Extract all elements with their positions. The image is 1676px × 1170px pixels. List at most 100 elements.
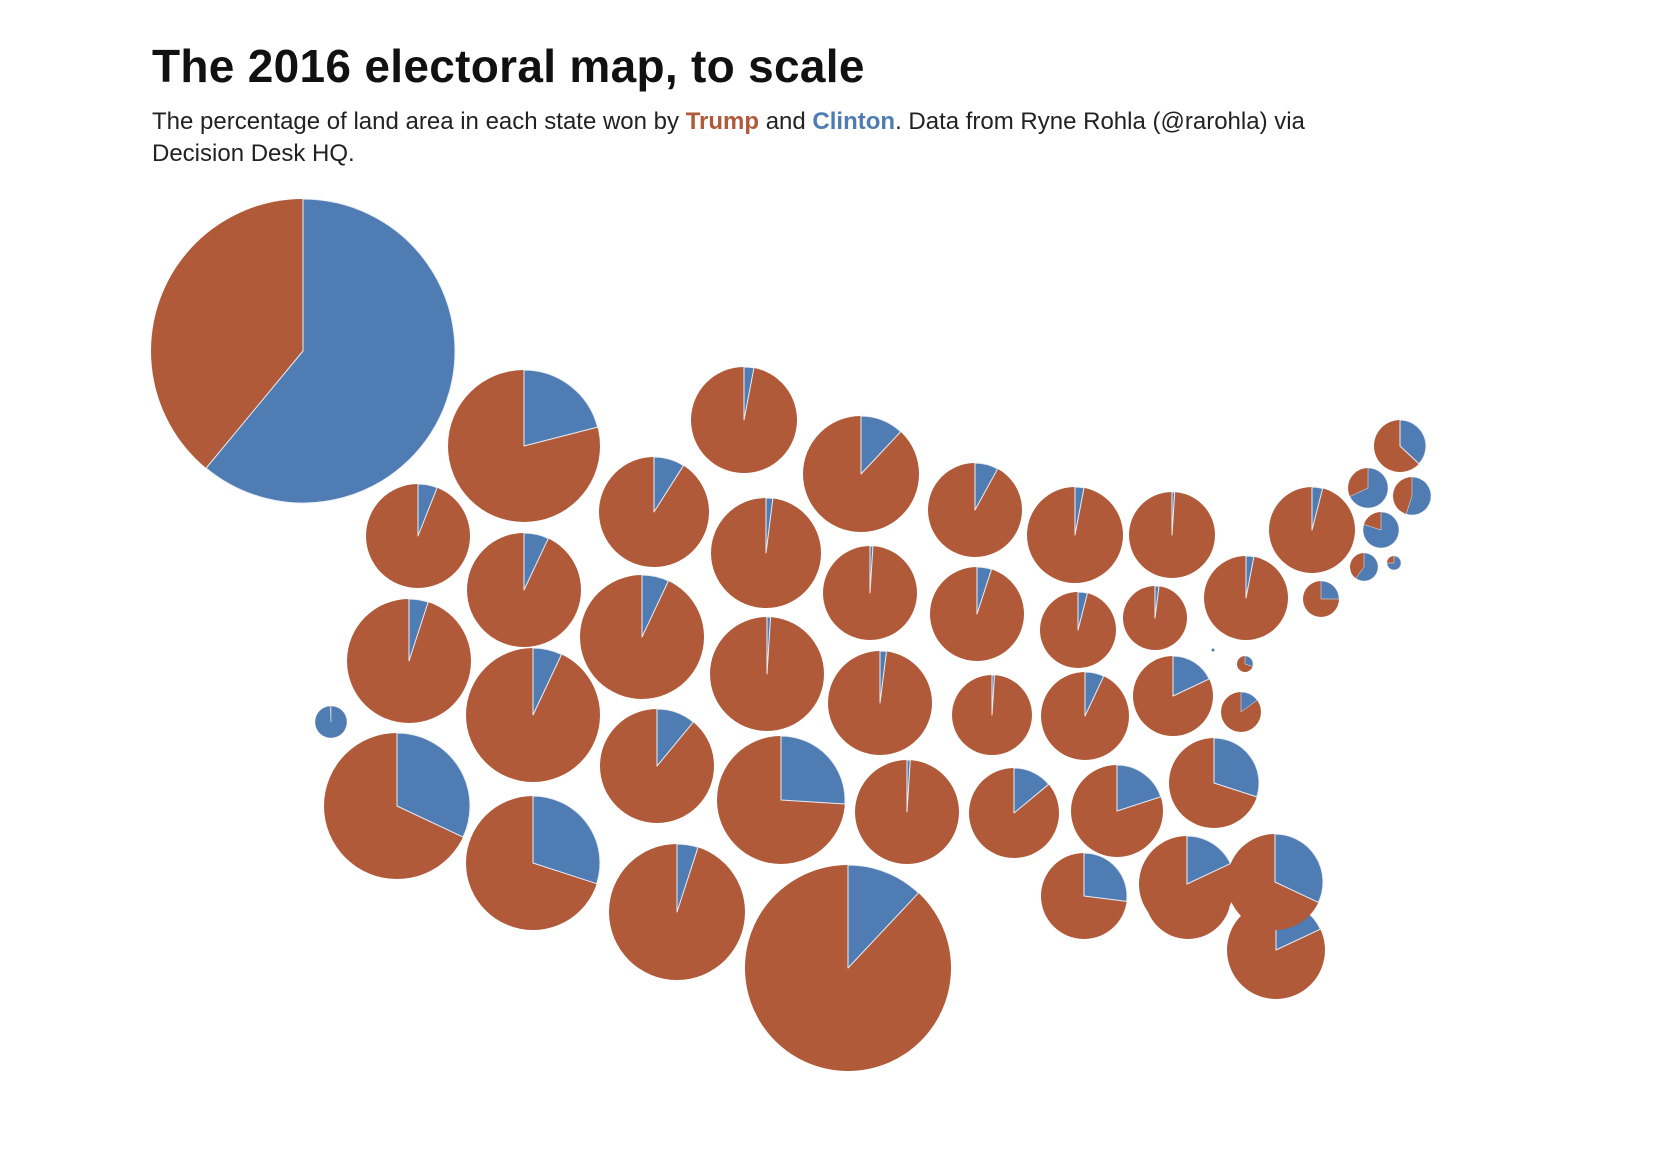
clinton-slice xyxy=(1240,691,1258,713)
clinton-slice xyxy=(1211,648,1215,652)
clinton-slice xyxy=(523,369,599,447)
pie-utah xyxy=(466,795,601,930)
clinton-slice xyxy=(765,497,774,554)
pie-south-carolina xyxy=(1139,835,1235,932)
clinton-slice xyxy=(1399,419,1427,465)
pie-maryland xyxy=(1221,691,1261,732)
pie-delaware xyxy=(1237,655,1254,672)
clinton-slice xyxy=(532,647,563,716)
subtitle-trump-label: Trump xyxy=(685,108,760,135)
clinton-slice xyxy=(906,759,911,813)
pie-missouri xyxy=(855,759,959,864)
clinton-slice xyxy=(396,732,471,838)
pie-colorado xyxy=(599,456,709,567)
clinton-slice xyxy=(1171,491,1176,536)
clinton-slice xyxy=(1311,486,1324,531)
pie-rhode-island xyxy=(1386,555,1402,571)
pie-vermont xyxy=(1348,467,1389,509)
pie-nevada xyxy=(466,647,600,782)
pie-new-mexico xyxy=(580,574,704,699)
pie-indiana xyxy=(1123,585,1187,650)
pie-nebraska xyxy=(823,545,917,640)
pie-kansas xyxy=(600,708,714,823)
pie-north-carolina xyxy=(1169,737,1260,828)
clinton-slice xyxy=(653,456,684,513)
clinton-slice xyxy=(641,574,669,638)
clinton-slice xyxy=(523,532,549,591)
clinton-slice xyxy=(417,483,438,537)
clinton-slice xyxy=(1074,486,1085,536)
pie-kentucky xyxy=(1040,591,1116,668)
pie-california xyxy=(324,732,471,879)
clinton-slice xyxy=(1154,585,1160,619)
clinton-slice xyxy=(1186,835,1231,885)
pie-michigan xyxy=(1027,486,1123,583)
pie-massachusetts xyxy=(1362,511,1400,549)
pie-mississippi xyxy=(1041,852,1128,939)
pie-dc xyxy=(1211,648,1215,652)
clinton-slice xyxy=(780,735,846,805)
pie-north-dakota xyxy=(711,497,821,608)
pie-texas xyxy=(745,864,951,1071)
clinton-slice xyxy=(1083,852,1128,902)
clinton-slice xyxy=(1013,767,1050,814)
clinton-slice xyxy=(974,462,999,511)
pie-new-hampshire xyxy=(1393,476,1432,516)
clinton-slice xyxy=(408,598,429,662)
pie-washington-state xyxy=(448,369,600,522)
pie-montana xyxy=(467,532,581,647)
pie-maine xyxy=(1374,419,1427,472)
clinton-slice xyxy=(991,674,996,716)
subtitle-intro: The percentage of land area in each stat… xyxy=(152,108,686,135)
pie-iowa xyxy=(828,650,932,755)
clinton-slice xyxy=(1084,671,1105,717)
clinton-slice xyxy=(743,366,755,421)
clinton-slice xyxy=(869,545,874,594)
pie-wyoming xyxy=(691,366,797,473)
pie-new-york xyxy=(1227,833,1324,930)
clinton-slice xyxy=(1116,764,1162,812)
clinton-slice xyxy=(656,708,694,767)
pie-oregon xyxy=(366,483,470,588)
clinton-slice xyxy=(1244,655,1254,667)
subtitle-clinton-label: Clinton xyxy=(812,108,896,135)
pie-tennessee xyxy=(1041,671,1129,760)
clinton-slice xyxy=(879,650,888,704)
pie-new-jersey xyxy=(1303,580,1340,617)
pie-pennsylvania xyxy=(1269,486,1355,573)
clinton-slice xyxy=(205,198,456,504)
pie-virginia xyxy=(1133,655,1213,736)
pie-arkansas xyxy=(952,674,1032,755)
clinton-slice xyxy=(1245,555,1255,599)
clinton-slice xyxy=(766,616,772,675)
pie-oklahoma xyxy=(717,735,846,864)
pie-wisconsin xyxy=(928,462,1022,557)
clinton-slice xyxy=(1355,552,1379,582)
clinton-slice xyxy=(1172,655,1210,697)
pie-illinois xyxy=(930,566,1024,661)
subtitle-source: . Data from Ryne Rohla (@rarohla) via De… xyxy=(152,108,1305,167)
clinton-slice xyxy=(314,705,348,739)
clinton-slice xyxy=(1274,833,1324,903)
clinton-slice xyxy=(1320,580,1340,600)
pie-louisiana xyxy=(969,767,1059,858)
clinton-slice xyxy=(1362,511,1400,549)
clinton-slice xyxy=(1386,555,1402,571)
pie-minnesota xyxy=(803,415,919,532)
pie-south-dakota xyxy=(710,616,824,731)
pie-west-virginia xyxy=(1129,491,1215,578)
clinton-slice xyxy=(860,415,902,475)
pie-alaska xyxy=(151,198,456,504)
clinton-slice xyxy=(976,566,993,615)
clinton-slice xyxy=(1405,476,1432,516)
clinton-slice xyxy=(532,795,601,885)
clinton-slice xyxy=(1349,467,1389,509)
pie-alabama xyxy=(1071,764,1163,857)
chart-header: The 2016 electoral map, to scale The per… xyxy=(152,36,1452,170)
pie-ohio xyxy=(1204,555,1288,640)
clinton-slice xyxy=(676,843,699,913)
clinton-slice xyxy=(1213,737,1260,798)
pie-idaho xyxy=(347,598,471,723)
clinton-slice xyxy=(847,864,920,969)
